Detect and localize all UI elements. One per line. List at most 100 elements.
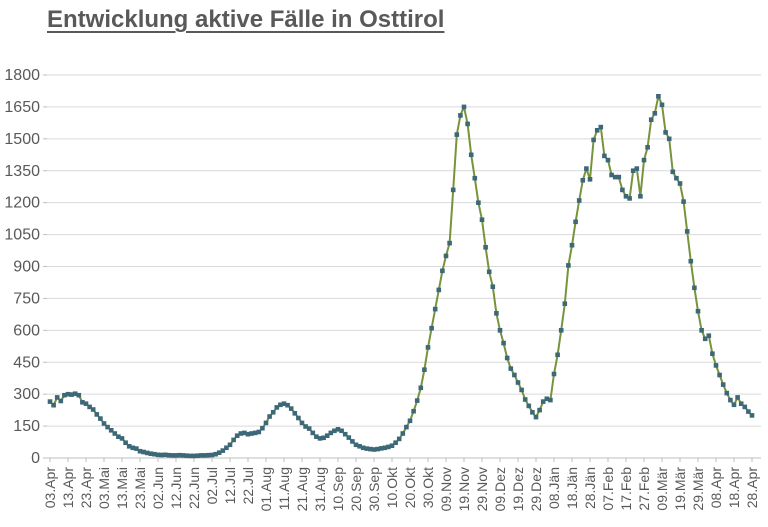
x-tick-label: 08.Jän <box>546 467 562 509</box>
data-point-marker <box>393 440 398 445</box>
data-point-marker <box>105 424 110 430</box>
y-tick-label: 1650 <box>4 99 40 116</box>
y-tick-label: 150 <box>13 418 40 435</box>
y-tick-label: 750 <box>13 290 40 307</box>
data-point-marker <box>497 328 503 333</box>
data-point-marker <box>450 187 456 193</box>
x-tick-label: 29.Dez <box>528 467 544 511</box>
data-point-marker <box>198 453 204 458</box>
data-point-marker <box>98 416 103 421</box>
data-point-marker <box>94 412 100 417</box>
data-point-marker <box>90 407 96 412</box>
data-point-marker <box>278 402 283 408</box>
data-point-marker <box>587 177 593 182</box>
data-point-marker <box>447 240 452 246</box>
x-tick-label: 30.Okt <box>420 467 436 508</box>
data-point-marker <box>414 398 420 403</box>
data-point-marker <box>209 452 215 458</box>
data-point-marker <box>256 429 262 435</box>
x-tick-label: 22.Jun <box>186 467 202 509</box>
y-tick-label: 1200 <box>4 195 40 212</box>
data-point-marker <box>738 401 744 406</box>
data-point-marker <box>605 157 611 163</box>
data-point-marker <box>422 367 427 372</box>
data-point-marker <box>166 452 172 458</box>
data-point-marker <box>152 451 157 457</box>
data-point-marker <box>51 402 56 408</box>
data-point-marker <box>353 442 359 448</box>
data-point-marker <box>101 421 107 426</box>
x-tick-label: 09.Mär <box>654 467 670 511</box>
data-point-marker <box>728 397 733 403</box>
x-tick-label: 29.Nov <box>474 467 490 511</box>
data-point-marker <box>483 245 488 250</box>
x-tick-label: 09.Nov <box>438 467 454 511</box>
x-axis-labels: 03.Apr 13.Apr 23.Apr 03.Mai 13.Mai 23.Mai 02.J… <box>42 458 760 511</box>
data-point-marker <box>648 117 654 122</box>
data-point-marker <box>418 385 424 391</box>
data-point-marker <box>400 431 406 436</box>
data-point-marker <box>371 447 377 452</box>
data-point-marker <box>382 445 388 451</box>
data-point-marker <box>735 395 740 400</box>
data-point-marker <box>137 448 143 454</box>
data-point-marker <box>321 435 326 441</box>
data-point-marker <box>720 382 726 387</box>
data-point-marker <box>695 308 701 314</box>
data-point-marker <box>47 399 53 404</box>
data-point-marker <box>386 444 391 450</box>
data-point-marker <box>443 253 449 259</box>
data-point-marker <box>537 407 542 413</box>
data-point-marker <box>627 196 632 201</box>
x-tick-label: 27.Feb <box>636 467 652 511</box>
data-point-marker <box>378 446 384 451</box>
data-point-marker <box>692 285 697 291</box>
data-point-marker <box>285 402 290 408</box>
x-tick-label: 13.Apr <box>60 467 76 509</box>
data-point-marker <box>659 102 665 108</box>
data-point-marker <box>429 325 434 331</box>
x-tick-label: 10.Okt <box>384 467 400 508</box>
data-point-marker <box>360 445 366 451</box>
data-point-marker <box>724 390 730 396</box>
chart-title: Entwicklung aktive Fälle in Osttirol <box>47 6 445 33</box>
data-point-marker <box>155 452 161 458</box>
data-point-marker <box>116 434 121 439</box>
data-point-marker <box>310 430 316 436</box>
data-point-marker <box>303 424 308 429</box>
data-point-marker <box>407 418 413 424</box>
data-point-marker <box>598 124 604 130</box>
x-tick-label: 01.Aug <box>258 467 274 511</box>
data-point-marker <box>576 198 582 203</box>
data-point-marker <box>645 145 650 150</box>
data-point-marker <box>533 414 539 420</box>
x-tick-label: 19.Dez <box>510 467 526 511</box>
data-point-marker <box>274 405 280 410</box>
x-tick-label: 03.Apr <box>42 467 58 509</box>
x-tick-label: 28.Apr <box>744 467 760 509</box>
data-point-marker <box>540 399 546 404</box>
data-point-marker <box>609 172 614 178</box>
data-point-marker <box>220 448 226 453</box>
data-point-marker <box>566 263 571 268</box>
x-tick-label: 29.Mär <box>690 467 706 511</box>
data-point-marker <box>548 397 553 403</box>
data-point-marker <box>375 446 380 452</box>
data-point-marker <box>425 345 431 350</box>
y-axis-labels: 0 150 300 450 600 750 900 1050 1200 1350 1500 1650 1… <box>4 67 40 467</box>
data-point-marker <box>206 452 211 458</box>
data-point-marker <box>339 428 344 434</box>
data-point-marker <box>465 121 470 127</box>
data-point-marker <box>522 397 528 402</box>
y-tick-label: 0 <box>31 450 40 467</box>
y-tick-label: 600 <box>13 322 40 339</box>
data-point-marker <box>616 174 622 180</box>
data-point-marker <box>119 436 125 441</box>
data-point-marker <box>504 355 510 361</box>
x-tick-label: 23.Mai <box>132 467 148 509</box>
x-tick-label: 17.Feb <box>618 467 634 511</box>
data-point-marker <box>188 453 193 459</box>
data-point-marker <box>80 400 85 405</box>
series-markers <box>47 94 755 459</box>
data-point-marker <box>83 401 89 406</box>
